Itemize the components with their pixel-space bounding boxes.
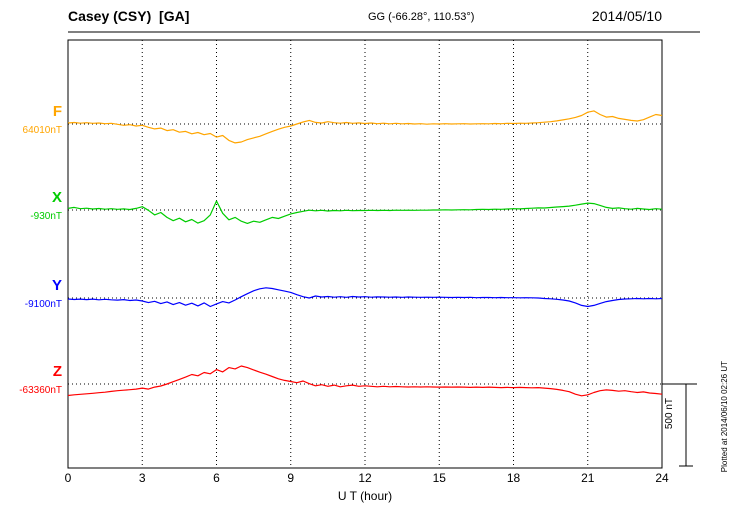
trace-F — [67, 110, 663, 144]
channel-baseline-Z: -63360nT — [19, 385, 62, 396]
x-tick-18: 18 — [506, 471, 521, 485]
channel-name-X: X — [51, 189, 62, 206]
trace-X — [67, 200, 663, 224]
plot-date: 2014/05/10 — [591, 8, 662, 24]
channel-name-Y: Y — [51, 277, 62, 294]
channel-label-X: X -930nT — [0, 190, 62, 222]
x-tick-12: 12 — [358, 471, 372, 485]
channel-name-Z: Z — [52, 363, 62, 380]
channel-baseline-F: 64010nT — [22, 125, 62, 136]
station-title: Casey (CSY) [GA] — [68, 8, 190, 24]
channel-label-Z: Z -63360nT — [0, 364, 62, 396]
x-axis-label: U T (hour) — [337, 489, 393, 503]
geographic-coordinates: GG (-66.28°, 110.53°) — [368, 11, 475, 23]
plotted-timestamp-note: Plotted at 2014/06/10 02:26 UT — [720, 360, 729, 472]
channel-name-F: F — [52, 103, 62, 120]
x-tick-9: 9 — [287, 471, 295, 485]
channel-baseline-Y: -9100nT — [24, 299, 62, 310]
trace-Y — [67, 287, 663, 308]
x-tick-24: 24 — [655, 471, 669, 485]
scale-bar-label: 500 nT — [664, 398, 675, 430]
channel-label-F: F 64010nT — [0, 104, 62, 136]
x-tick-15: 15 — [432, 471, 446, 485]
channel-baseline-X: -930nT — [30, 211, 62, 222]
trace-Z — [67, 365, 663, 397]
x-tick-0: 0 — [64, 471, 72, 485]
channel-label-Y: Y -9100nT — [0, 278, 62, 310]
x-tick-6: 6 — [213, 471, 220, 485]
x-tick-3: 3 — [138, 471, 146, 485]
x-tick-21: 21 — [581, 471, 595, 485]
